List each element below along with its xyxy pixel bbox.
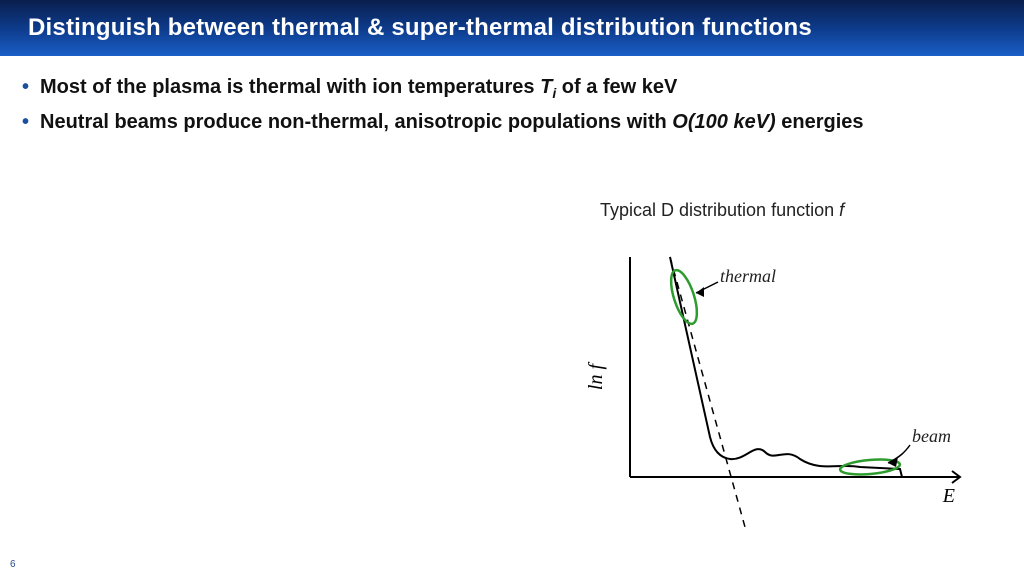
bullet-1-var: T bbox=[540, 76, 552, 98]
x-axis-label: E bbox=[942, 485, 955, 507]
curve bbox=[670, 257, 902, 477]
axes bbox=[630, 257, 960, 483]
bullet-2: Neutral beams produce non-thermal, aniso… bbox=[18, 109, 1006, 136]
beam-label: beam bbox=[912, 426, 951, 446]
slide-title: Distinguish between thermal & super-ther… bbox=[28, 14, 812, 42]
page-number: 6 bbox=[10, 559, 16, 570]
thermal-ellipse bbox=[666, 267, 702, 326]
y-axis-label: ln f bbox=[585, 362, 607, 391]
title-bar: Distinguish between thermal & super-ther… bbox=[0, 0, 1024, 56]
chart-caption-var: f bbox=[839, 200, 844, 220]
bullet-1-post: of a few keV bbox=[556, 76, 677, 98]
bullet-1-pre: Most of the plasma is thermal with ion t… bbox=[40, 76, 540, 98]
bullet-2-post: energies bbox=[776, 111, 864, 133]
chart-caption: Typical D distribution function f bbox=[560, 200, 1000, 221]
thermal-label: thermal bbox=[720, 266, 776, 286]
bullet-list: Most of the plasma is thermal with ion t… bbox=[18, 74, 1006, 136]
bullet-2-em: O(100 keV) bbox=[672, 111, 775, 133]
slide-body: Most of the plasma is thermal with ion t… bbox=[0, 56, 1024, 136]
bullet-1: Most of the plasma is thermal with ion t… bbox=[18, 74, 1006, 103]
slide: Distinguish between thermal & super-ther… bbox=[0, 0, 1024, 576]
bullet-2-pre: Neutral beams produce non-thermal, aniso… bbox=[40, 111, 672, 133]
chart-caption-prefix: Typical D distribution function bbox=[600, 200, 839, 220]
chart-area: Typical D distribution function f therma… bbox=[560, 200, 1000, 527]
dashed-extension bbox=[670, 257, 745, 527]
distribution-sketch: thermal beam ln f E bbox=[560, 227, 980, 527]
